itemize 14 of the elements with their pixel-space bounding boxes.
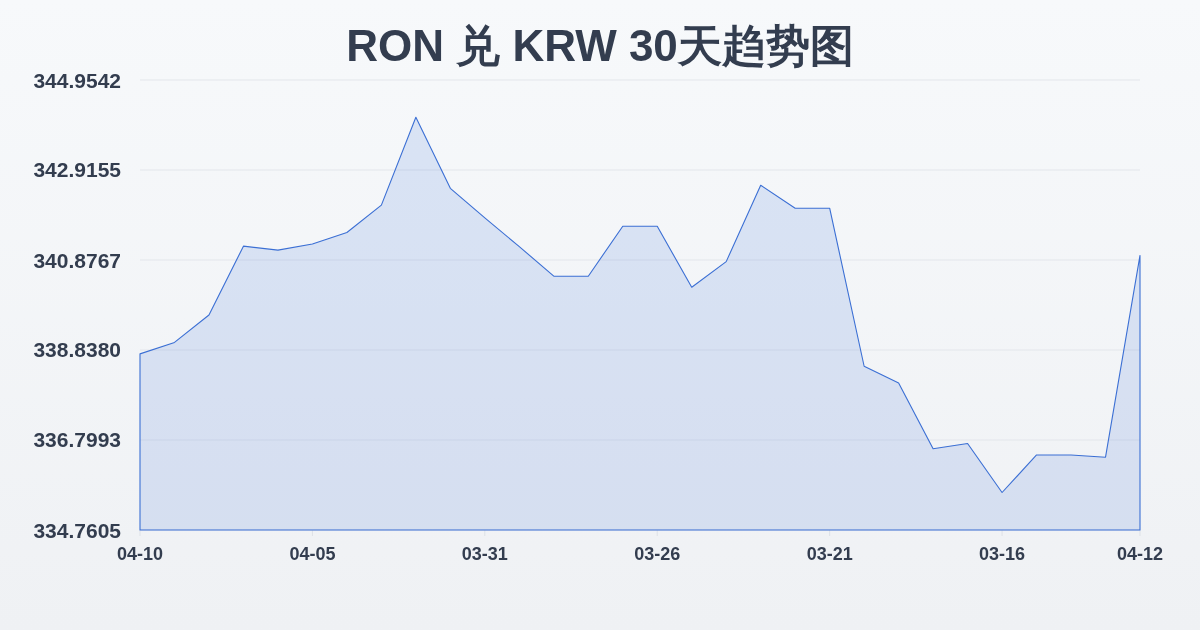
x-tick-label: 03-26 <box>634 544 681 564</box>
x-tick-label: 04-10 <box>116 544 164 564</box>
y-tick-label: 340.8767 <box>33 248 121 272</box>
x-tick-label: 03-21 <box>806 544 853 564</box>
x-tick-label: 03-16 <box>979 544 1026 564</box>
y-tick-label: 344.9542 <box>33 68 121 92</box>
x-tick-label: 04-12 <box>1116 544 1164 564</box>
x-tick-label: 04-05 <box>289 544 336 564</box>
y-tick-label: 342.9155 <box>33 158 122 182</box>
y-tick-label: 338.8380 <box>33 338 121 362</box>
chart-title: RON 兑 KRW 30天趋势图 <box>346 21 854 70</box>
y-tick-label: 336.7993 <box>33 428 121 452</box>
y-tick-label: 334.7605 <box>33 518 122 542</box>
x-tick-label: 03-31 <box>461 544 508 564</box>
